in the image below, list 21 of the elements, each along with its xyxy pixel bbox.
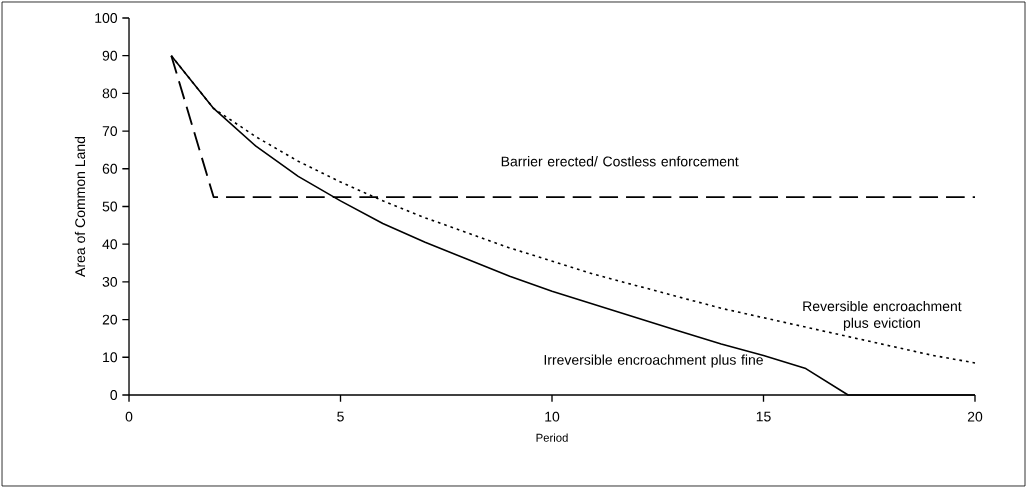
x-tick-label: 20 bbox=[967, 411, 983, 422]
y-tick-label: 100 bbox=[95, 13, 118, 23]
y-tick-label: 50 bbox=[102, 201, 118, 212]
annotation: Barrier erected/ Costless enforcement bbox=[501, 156, 739, 167]
y-axis-title: Area of Common Land bbox=[74, 137, 86, 277]
annotation: Irreversible encroachment plus fine bbox=[544, 354, 763, 368]
y-tick-label: 40 bbox=[102, 239, 118, 250]
annotation: Reversible encroachment plus eviction bbox=[803, 300, 962, 331]
x-tick-label: 10 bbox=[545, 411, 560, 422]
y-tick-label: 70 bbox=[102, 126, 118, 137]
y-tick-label: 90 bbox=[102, 50, 118, 61]
x-tick-label: 0 bbox=[125, 411, 133, 422]
x-axis-title: Period bbox=[536, 433, 568, 442]
y-tick-label: 30 bbox=[102, 276, 118, 287]
y-tick-label: 10 bbox=[103, 352, 118, 363]
y-tick-label: 0 bbox=[110, 390, 118, 400]
y-tick-label: 80 bbox=[102, 88, 118, 99]
x-tick-label: 15 bbox=[756, 411, 771, 422]
y-tick-label: 20 bbox=[102, 314, 118, 325]
y-tick-label: 60 bbox=[102, 163, 118, 174]
x-tick-label: 5 bbox=[337, 411, 344, 422]
